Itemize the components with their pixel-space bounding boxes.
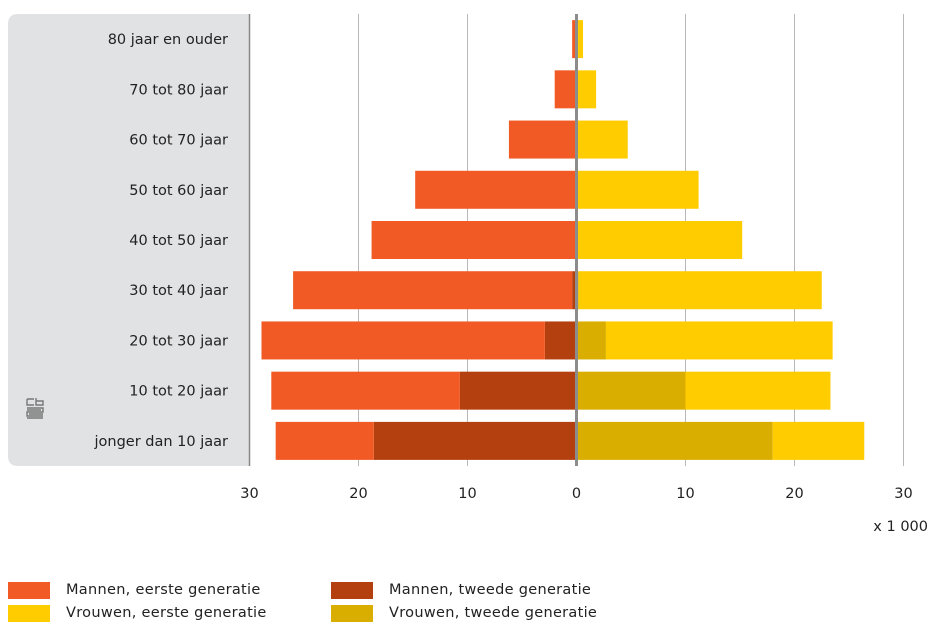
legend-swatch — [8, 604, 50, 622]
bar-mannen-tweede-generatie — [544, 321, 577, 360]
bar-vrouwen-eerste-generatie — [685, 371, 831, 410]
category-label: 40 tot 50 jaar — [129, 233, 228, 249]
category-label: 70 tot 80 jaar — [129, 82, 228, 98]
x-tick-label: 10 — [458, 486, 476, 502]
bar-mannen-eerste-generatie — [572, 20, 577, 59]
category-label: 80 jaar en ouder — [108, 32, 228, 48]
bar-vrouwen-eerste-generatie — [576, 70, 597, 109]
bars — [261, 20, 865, 460]
bar-mannen-eerste-generatie — [371, 221, 576, 259]
x-tick-label: 0 — [572, 486, 581, 502]
legend-label: Vrouwen, tweede generatie — [389, 605, 598, 621]
bar-vrouwen-eerste-generatie — [576, 221, 743, 259]
category-label: 60 tot 70 jaar — [129, 133, 228, 149]
bar-vrouwen-tweede-generatie — [576, 421, 773, 460]
legend-item-mannen-eerste: Mannen, eerste generatie — [8, 580, 261, 600]
bar-mannen-eerste-generatie — [275, 421, 374, 460]
legend-label: Mannen, tweede generatie — [389, 582, 592, 598]
legend-item-vrouwen-tweede: Vrouwen, tweede generatie — [331, 603, 597, 623]
unit-label: x 1 000 — [873, 519, 928, 535]
category-label: 50 tot 60 jaar — [129, 183, 228, 199]
x-tick-label: 20 — [785, 486, 803, 502]
category-label: 10 tot 20 jaar — [129, 384, 228, 400]
bar-mannen-eerste-generatie — [554, 70, 577, 109]
category-label: 20 tot 30 jaar — [129, 333, 228, 349]
cbs-logo-icon — [26, 398, 44, 419]
bar-mannen-eerste-generatie — [508, 120, 577, 159]
legend: Mannen, eerste generatie Mannen, tweede … — [8, 580, 728, 626]
bar-mannen-eerste-generatie — [271, 371, 460, 410]
bar-mannen-tweede-generatie — [572, 271, 577, 310]
bar-vrouwen-tweede-generatie — [576, 371, 686, 410]
legend-swatch — [331, 581, 373, 599]
x-tick-label: 30 — [240, 486, 258, 502]
bar-vrouwen-eerste-generatie — [576, 170, 699, 209]
legend-item-mannen-tweede: Mannen, tweede generatie — [331, 580, 591, 600]
bar-vrouwen-eerste-generatie — [772, 421, 865, 460]
bar-vrouwen-tweede-generatie — [576, 321, 606, 360]
bar-vrouwen-eerste-generatie — [576, 20, 584, 59]
bar-mannen-tweede-generatie — [459, 371, 577, 410]
legend-label: Vrouwen, eerste generatie — [66, 605, 267, 621]
population-pyramid-chart: 80 jaar en ouder 70 tot 80 jaar 60 tot 70 … — [8, 14, 928, 535]
legend-item-vrouwen-eerste: Vrouwen, eerste generatie — [8, 603, 267, 623]
legend-swatch — [331, 604, 373, 622]
bar-mannen-eerste-generatie — [415, 170, 577, 209]
x-tick-label: 20 — [349, 486, 367, 502]
bar-vrouwen-eerste-generatie — [576, 120, 628, 159]
x-tick-label: 30 — [894, 486, 912, 502]
legend-swatch — [8, 581, 50, 599]
category-label: 30 tot 40 jaar — [129, 283, 228, 299]
bar-mannen-eerste-generatie — [261, 321, 545, 360]
bar-mannen-eerste-generatie — [293, 271, 573, 310]
bar-vrouwen-eerste-generatie — [578, 271, 822, 310]
bar-vrouwen-eerste-generatie — [605, 321, 833, 360]
x-tick-label: 10 — [676, 486, 694, 502]
category-labels: 80 jaar en ouder 70 tot 80 jaar 60 tot 70 … — [94, 32, 229, 450]
x-tick-labels: 30 20 10 0 10 20 30 — [240, 486, 912, 502]
category-label: jonger dan 10 jaar — [94, 434, 229, 450]
bar-mannen-tweede-generatie — [373, 421, 577, 460]
category-panel — [8, 14, 249, 466]
legend-label: Mannen, eerste generatie — [66, 582, 261, 598]
